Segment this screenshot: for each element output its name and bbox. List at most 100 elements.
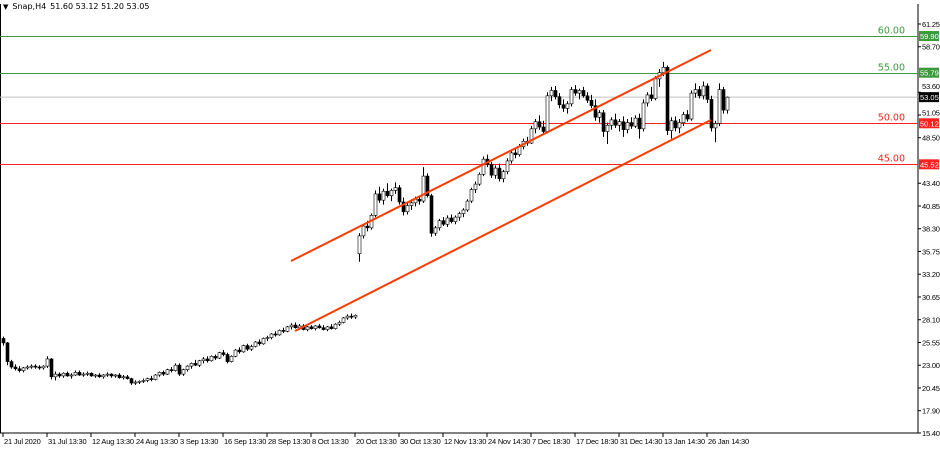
- candle-body: [81, 373, 86, 376]
- candle-body: [537, 121, 542, 128]
- candle-body: [17, 368, 22, 371]
- ohlc-readout: 51.60 53.12 51.20 53.05: [50, 2, 150, 11]
- candle-body: [245, 345, 250, 350]
- candle-body: [405, 205, 410, 213]
- x-tick-label: 26 Jan 14:30: [708, 437, 749, 446]
- candle-body: [293, 324, 298, 329]
- candle-body: [109, 373, 114, 377]
- x-tick-label: 16 Sep 13:30: [224, 437, 266, 446]
- candle-body: [225, 354, 230, 362]
- candle-body: [317, 325, 322, 329]
- candle-body: [577, 90, 582, 94]
- candle-body: [529, 128, 534, 144]
- candle-body: [493, 167, 498, 176]
- current-price-tag-box: [919, 92, 939, 103]
- triangle-down-icon[interactable]: ▼: [3, 2, 9, 11]
- x-tick-label: 7 Dec 18:30: [532, 437, 570, 446]
- candle-body: [229, 355, 234, 362]
- x-tick-label: 12 Nov 13:30: [444, 437, 486, 446]
- candle-body: [57, 373, 62, 377]
- candle-body: [37, 366, 42, 369]
- candle-body: [549, 90, 554, 97]
- candle-body: [469, 189, 474, 202]
- candle-body: [497, 167, 502, 180]
- candle-body: [273, 333, 278, 336]
- y-tick-label: 35.75: [922, 247, 940, 256]
- candle-body: [145, 378, 150, 381]
- candle-body: [117, 374, 122, 378]
- candle-body: [425, 175, 430, 197]
- candle-body: [409, 202, 414, 206]
- x-tick-label: 20 Oct 13:30: [356, 437, 397, 446]
- candle-body: [633, 117, 638, 127]
- candle-body: [197, 360, 202, 366]
- candle-body: [333, 323, 338, 329]
- candle-body: [665, 66, 670, 131]
- candle-body: [541, 126, 546, 132]
- candle-body: [309, 326, 314, 329]
- chart-header: ▼ Snap,H4 51.60 53.12 51.20 53.05: [3, 2, 149, 11]
- candle-body: [509, 152, 514, 162]
- x-tick-label: 12 Aug 13:30: [92, 437, 134, 446]
- candle-body: [93, 374, 98, 377]
- y-tick-label: 53.60: [922, 82, 940, 91]
- candle-body: [281, 330, 286, 332]
- candle-body: [153, 374, 158, 380]
- candle-body: [165, 369, 170, 375]
- candle-body: [353, 314, 358, 318]
- candle-body: [545, 95, 550, 132]
- level-price-tag-box: [919, 159, 939, 170]
- candle-body: [321, 327, 326, 330]
- candle-body: [433, 227, 438, 234]
- candle-body: [513, 152, 518, 155]
- candle-body: [677, 122, 682, 129]
- candle-body: [609, 119, 614, 126]
- candle-body: [61, 372, 66, 377]
- y-tick-label: 25.55: [922, 338, 940, 347]
- x-tick-label: 21 Jul 2020: [4, 437, 41, 446]
- y-tick-label: 43.40: [922, 179, 940, 188]
- candle-body: [461, 209, 466, 214]
- candle-body: [569, 89, 574, 105]
- candle-body: [709, 99, 714, 129]
- candle-body: [205, 358, 210, 362]
- candle-body: [685, 114, 690, 120]
- candle-body: [1, 338, 6, 344]
- candle-body: [233, 349, 238, 357]
- candle-body: [533, 121, 538, 130]
- candle-body: [73, 372, 78, 376]
- candle-body: [625, 122, 630, 131]
- candle-body: [345, 315, 350, 319]
- candle-body: [725, 96, 730, 111]
- candle-body: [629, 122, 634, 127]
- y-tick-label: 51.05: [922, 108, 940, 117]
- level-price-tag: 59.90: [920, 32, 939, 41]
- candle-body: [113, 374, 118, 377]
- candle-body: [397, 187, 402, 203]
- candle-body: [637, 117, 642, 130]
- candle-body: [169, 369, 174, 371]
- candle-body: [581, 90, 586, 97]
- candle-body: [41, 365, 46, 369]
- candle-body: [221, 352, 226, 355]
- candle-body: [605, 124, 610, 132]
- candle-body: [89, 372, 94, 377]
- candle-body: [257, 341, 262, 345]
- candle-body: [473, 183, 478, 190]
- candle-body: [249, 346, 254, 350]
- y-tick-label: 38.30: [922, 225, 940, 234]
- x-tick-label: 24 Aug 13:30: [136, 437, 178, 446]
- candle-body: [33, 365, 38, 368]
- candle-body: [385, 190, 390, 197]
- candle-body: [137, 380, 142, 383]
- candle-body: [133, 381, 138, 384]
- candle-body: [505, 160, 510, 172]
- candle-body: [429, 195, 434, 234]
- candle-body: [265, 337, 270, 339]
- y-tick-label: 30.65: [922, 293, 940, 302]
- y-tick-label: 33.20: [922, 270, 940, 279]
- level-price-tag-box: [919, 67, 939, 78]
- level-price-tag-box: [919, 31, 939, 42]
- candle-body: [53, 373, 58, 378]
